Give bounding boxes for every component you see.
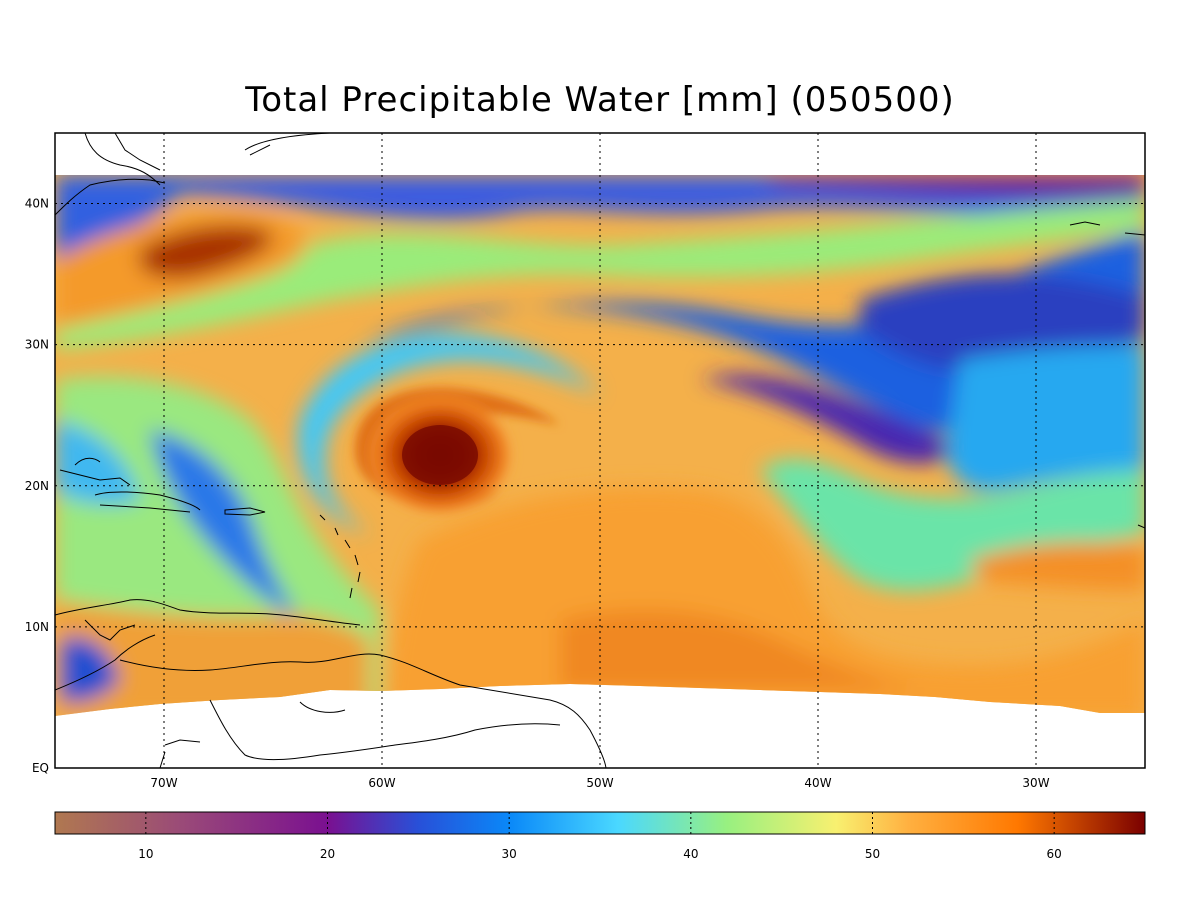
longitude-label: 30W <box>1022 776 1049 790</box>
longitude-labels: 70W 60W 50W 40W 30W <box>150 776 1049 790</box>
latitude-label: 10N <box>25 620 49 634</box>
colorbar-label: 60 <box>1047 847 1062 861</box>
longitude-label: 40W <box>804 776 831 790</box>
longitude-label: 50W <box>586 776 613 790</box>
colorbar-labels: 10 20 30 40 50 60 <box>138 847 1062 861</box>
colorbar-ticks <box>145 812 1055 834</box>
map-title: Total Precipitable Water [mm] (050500) <box>245 80 955 120</box>
colorbar: 10 20 30 40 50 60 <box>54 811 1146 861</box>
latitude-label: EQ <box>32 761 49 775</box>
colorbar-label: 10 <box>138 847 153 861</box>
latitude-label: 40N <box>25 197 49 211</box>
colorbar-label: 30 <box>502 847 517 861</box>
longitude-label: 70W <box>150 776 177 790</box>
colorbar-label: 20 <box>320 847 335 861</box>
latitude-label: 20N <box>25 479 49 493</box>
graticule <box>55 133 1145 768</box>
latitude-labels: 40N 30N 20N 10N EQ <box>25 197 49 775</box>
colorbar-label: 40 <box>683 847 698 861</box>
colorbar-strip <box>54 811 1146 835</box>
colorbar-label: 50 <box>865 847 880 861</box>
latitude-label: 30N <box>25 338 49 352</box>
longitude-label: 60W <box>368 776 395 790</box>
